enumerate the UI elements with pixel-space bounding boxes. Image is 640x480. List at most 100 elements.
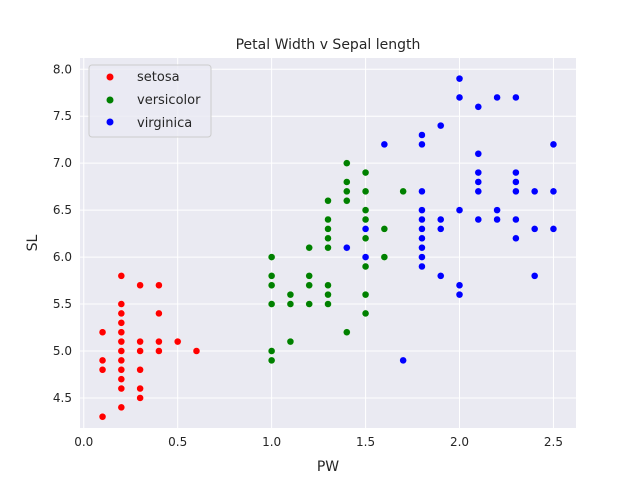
point-virginica — [418, 225, 426, 233]
legend-entry-versicolor: versicolor — [106, 93, 201, 108]
y-tick-label: 7.0 — [53, 156, 72, 170]
point-setosa — [155, 309, 163, 318]
grid-lines — [80, 58, 576, 428]
point-virginica — [418, 215, 426, 224]
point-setosa — [136, 384, 144, 393]
y-axis-label: SL — [25, 234, 41, 251]
point-virginica — [549, 187, 558, 196]
point-versicolor — [343, 187, 351, 196]
point-virginica — [474, 150, 483, 158]
point-setosa — [136, 394, 144, 402]
point-virginica — [361, 253, 370, 261]
point-versicolor — [305, 281, 313, 289]
point-virginica — [512, 215, 520, 224]
series-virginica — [343, 74, 558, 365]
point-virginica — [549, 225, 558, 233]
point-versicolor — [361, 215, 370, 224]
legend-label-versicolor: versicolor — [137, 93, 201, 108]
point-setosa — [117, 384, 126, 393]
y-tick-label: 5.5 — [53, 297, 72, 311]
point-versicolor — [361, 187, 370, 196]
point-virginica — [474, 103, 483, 111]
x-tick-label: 0.5 — [168, 435, 187, 449]
legend-label-virginica: virginica — [137, 116, 192, 131]
point-versicolor — [305, 300, 313, 308]
point-versicolor — [305, 272, 313, 280]
point-virginica — [418, 262, 426, 271]
legend-box — [88, 64, 212, 138]
x-axis-label: PW — [317, 459, 339, 475]
point-setosa — [117, 375, 126, 383]
point-setosa — [117, 356, 126, 365]
y-tick-label: 5.0 — [53, 344, 72, 358]
point-versicolor — [286, 290, 295, 299]
point-versicolor — [267, 272, 276, 280]
point-versicolor — [267, 253, 276, 261]
point-versicolor — [267, 281, 276, 289]
point-virginica — [437, 121, 445, 130]
legend-label-setosa: setosa — [137, 70, 180, 85]
point-setosa — [98, 356, 107, 365]
point-versicolor — [324, 234, 332, 243]
point-virginica — [493, 93, 501, 102]
point-setosa — [117, 403, 126, 412]
point-versicolor — [361, 262, 370, 271]
point-setosa — [155, 337, 163, 346]
point-virginica — [437, 272, 445, 280]
point-virginica — [455, 93, 464, 102]
point-versicolor — [324, 243, 332, 252]
point-virginica — [455, 281, 464, 289]
point-versicolor — [380, 253, 389, 261]
y-tick-label: 7.5 — [53, 109, 72, 123]
point-setosa — [155, 347, 163, 355]
point-virginica — [455, 74, 464, 83]
point-virginica — [493, 206, 501, 214]
point-setosa — [117, 328, 126, 336]
point-versicolor — [361, 290, 370, 299]
point-versicolor — [343, 328, 351, 336]
point-virginica — [512, 93, 520, 102]
point-setosa — [117, 272, 126, 280]
point-virginica — [493, 215, 501, 224]
point-virginica — [512, 234, 520, 243]
point-versicolor — [380, 225, 389, 233]
point-versicolor — [286, 300, 295, 308]
y-tick-label: 6.0 — [53, 250, 72, 264]
point-setosa — [117, 309, 126, 318]
point-setosa — [117, 300, 126, 308]
point-versicolor — [361, 234, 370, 243]
point-virginica — [418, 253, 426, 261]
chart-title: Petal Width v Sepal length — [236, 37, 421, 53]
point-versicolor — [267, 356, 276, 365]
point-virginica — [343, 243, 351, 252]
point-versicolor — [343, 178, 351, 186]
y-tick-label: 6.5 — [53, 203, 72, 217]
point-virginica — [530, 187, 539, 196]
x-tick-labels: 0.0 0.5 1.0 1.5 2.0 2.5 — [74, 435, 563, 449]
point-virginica — [418, 140, 426, 149]
point-versicolor — [324, 300, 332, 308]
point-versicolor — [361, 168, 370, 177]
point-versicolor — [324, 197, 332, 205]
point-versicolor — [361, 309, 370, 318]
point-virginica — [512, 178, 520, 186]
point-virginica — [512, 187, 520, 196]
point-virginica — [418, 206, 426, 214]
x-tick-label: 2.5 — [544, 435, 563, 449]
point-virginica — [418, 243, 426, 252]
point-versicolor — [324, 225, 332, 233]
point-versicolor — [286, 337, 295, 346]
y-tick-labels: 4.5 5.0 5.5 6.0 6.5 7.0 7.5 8.0 — [53, 62, 72, 405]
point-setosa — [98, 413, 107, 421]
y-tick-label: 4.5 — [53, 391, 72, 405]
point-setosa — [117, 366, 126, 374]
point-setosa — [136, 281, 144, 289]
point-versicolor — [267, 300, 276, 308]
point-virginica — [455, 206, 464, 214]
point-setosa — [136, 347, 144, 355]
point-versicolor — [324, 290, 332, 299]
point-virginica — [418, 234, 426, 243]
series-setosa — [98, 272, 201, 421]
point-setosa — [136, 366, 144, 374]
